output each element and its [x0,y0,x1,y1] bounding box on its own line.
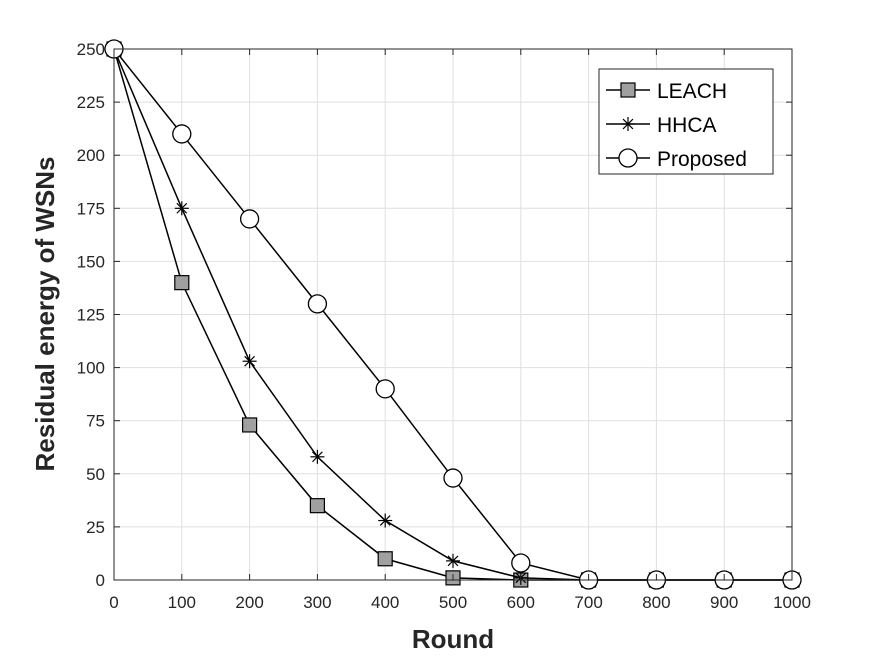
x-tick-label: 100 [168,593,196,612]
asterisk-stroke [312,451,323,463]
x-tick-label: 900 [710,593,738,612]
x-tick-label: 300 [303,593,331,612]
y-tick-label: 150 [77,252,105,271]
data-point-hhca [174,201,189,216]
y-tick-label: 50 [86,465,105,484]
data-point-proposed [375,379,395,399]
y-tick-label: 200 [77,146,105,165]
legend-item-hhca: HHCA [606,114,717,137]
data-point-hhca [446,553,460,568]
data-point-proposed [307,294,328,314]
y-tick-labels: 0 25 50 75 100 125 150 175 200 225 250 [77,40,105,590]
legend-label-leach: LEACH [657,80,727,103]
asterisk-stroke [622,118,634,130]
x-tick-label: 700 [574,593,602,612]
x-tick-label: 0 [109,593,118,612]
y-tick-label: 225 [77,93,105,112]
y-tick-label: 25 [86,518,105,537]
x-tick-label: 600 [507,593,535,612]
x-tick-label: 1000 [773,593,811,612]
data-point-proposed [443,468,463,488]
data-point-leach [174,275,190,291]
legend: LEACH HHCA Proposed [598,68,774,175]
legend-items: LEACH HHCA Proposed [606,80,747,171]
legend-item-leach: LEACH [606,80,727,103]
x-tick-label: 400 [371,593,399,612]
y-tick-label: 100 [77,359,105,378]
data-point-proposed [239,209,260,229]
y-tick-label: 125 [77,306,105,325]
axis-ticks [113,48,793,581]
legend-marker-hhca [621,117,635,131]
asterisk-stroke [244,355,255,367]
legend-marker-leach [620,82,636,98]
data-point-hhca [378,513,393,528]
x-tick-labels: 0 100 200 300 400 500 600 700 800 900 1000 [109,593,811,612]
data-point-leach [377,551,393,567]
x-tick-label: 200 [235,593,263,612]
x-tick-label: 800 [642,593,670,612]
y-tick-label: 250 [77,40,105,59]
x-axis-title: Round [412,624,494,654]
data-point-proposed [172,124,192,144]
x-tick-label: 500 [439,593,467,612]
data-point-hhca [310,449,325,464]
y-tick-label: 0 [96,571,105,590]
y-tick-label: 75 [86,412,105,431]
data-point-hhca [242,354,257,369]
legend-label-proposed: Proposed [657,148,747,171]
asterisk-stroke [447,555,459,567]
legend-label-hhca: HHCA [657,114,717,137]
asterisk-stroke [379,515,391,526]
legend-item-proposed: Proposed [606,148,747,171]
data-point-leach [242,417,258,433]
data-point-proposed [511,553,531,573]
asterisk-stroke [176,202,188,214]
y-axis-title: Residual energy of WSNs [30,157,60,472]
data-point-leach [309,498,325,514]
y-tick-label: 175 [77,199,105,218]
legend-marker-proposed [618,148,638,168]
